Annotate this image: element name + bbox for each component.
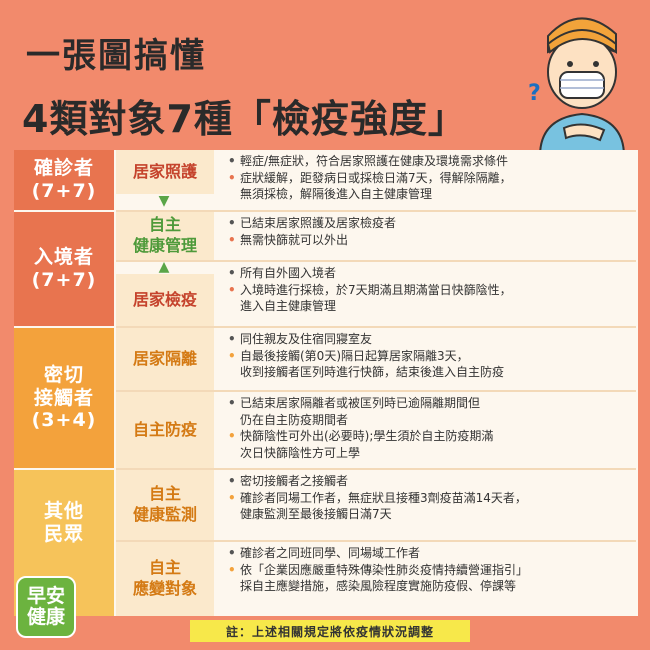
row-self-health-mgmt-label: 自主 健康管理 <box>116 212 214 260</box>
category-label: 入境者 <box>33 246 94 269</box>
bullet-text: 依「企業因應嚴重特殊傳染性肺炎疫情持續營運指引」 <box>240 562 529 577</box>
masked-person-illustration: ? <box>528 17 626 156</box>
bullet-text: 確診者同場工作者，無症狀且接種3劑疫苗滿14天者， <box>240 490 527 505</box>
divider <box>116 390 636 392</box>
category-close-contact: 密切 接觸者 (3+4) <box>14 326 114 468</box>
bullet-text: 無須採檢，解隔後進入自主健康管理 <box>240 187 433 202</box>
row-label: 健康管理 <box>132 236 197 255</box>
bullet-text: 採自主應變措施，感染風險程度實施防疫假、停課等 <box>240 579 517 594</box>
row-label: 居家照護 <box>132 161 197 181</box>
brand-logo: 早安 健康 <box>16 576 76 638</box>
category-confirmed: 確診者 (7+7) <box>14 150 114 210</box>
row-label: 自主防疫 <box>132 419 197 439</box>
header: 一張圖搞懂 4類對象7種「檢疫強度」 <box>0 0 650 150</box>
row-home-isolation-label: 居家隔離 <box>116 328 214 390</box>
row-label: 居家檢疫 <box>132 289 197 309</box>
bullet-text: 密切接觸者之接觸者 <box>240 474 349 488</box>
row-home-isolation-desc: • 同住親友及住宿同寢室友 • 自最後接觸(第0天)隔日起算居家隔離3天， 收到接觸… <box>216 328 636 390</box>
bullet-text: 次日快篩陰性方可上學 <box>240 445 361 460</box>
row-self-health-monitor-label: 自主 健康監測 <box>116 470 214 540</box>
bullet-text: 已結束居家照護及居家檢疫者 <box>240 216 397 230</box>
footer-note: 註：上述相關規定將依疫情狀況調整 <box>190 620 470 642</box>
category-label: (7+7) <box>31 269 97 291</box>
row-home-quarantine-label: 居家檢疫 <box>116 274 214 326</box>
logo-text: 健康 <box>26 606 65 628</box>
category-label: 密切 <box>43 363 84 386</box>
bullet-text: 健康監測至最後接觸日滿7天 <box>240 507 392 522</box>
category-label: (7+7) <box>31 180 97 202</box>
arrow-down-icon: ▼ <box>158 193 170 209</box>
row-self-health-monitor-desc: • 密切接觸者之接觸者 • 確診者同場工作者，無症狀且接種3劑疫苗滿14天者， 健康… <box>216 470 636 540</box>
row-self-prevention-label: 自主防疫 <box>116 392 214 468</box>
bullet-text: 快篩陰性可外出(必要時);學生須於自主防疫期滿 <box>240 429 494 444</box>
divider <box>116 540 636 542</box>
bullet-text: 收到接觸者匡列時進行快篩，結束後進入自主防疫 <box>240 365 505 380</box>
svg-text:?: ? <box>528 81 541 106</box>
bullet-text: 症狀緩解，距發病日或採檢日滿7天，得解除隔離， <box>240 170 512 185</box>
logo-text: 早安 <box>26 585 65 608</box>
bullet-text: 無需快篩就可以外出 <box>240 232 349 247</box>
bullet-text: 已結束居家隔離者或被匡列時已逾隔離期間但 <box>240 396 481 410</box>
category-label: 其他 <box>43 500 84 523</box>
category-label: 接觸者 <box>33 386 94 409</box>
quarantine-table: 確診者 (7+7) 入境者 (7+7) 密切 接觸者 (3+4) 其他 民眾 居… <box>14 150 638 616</box>
row-label: 居家隔離 <box>132 348 197 368</box>
bullet-text: 同住親友及住宿同寢室友 <box>240 332 373 346</box>
bullet-text: 自最後接觸(第0天)隔日起算居家隔離3天， <box>240 348 469 363</box>
arrow-up-icon: ▲ <box>158 259 170 275</box>
row-home-care-label: 居家照護 <box>116 150 214 194</box>
row-home-quarantine-desc: • 所有自外國入境者 • 入境時進行採檢，於7天期滿且期滿當日快篩陰性， 進入自主健… <box>216 262 636 326</box>
row-label: 健康監測 <box>132 505 197 524</box>
category-label: 確診者 <box>33 157 94 180</box>
bullet-text: 進入自主健康管理 <box>240 299 337 314</box>
row-self-response-desc: • 確診者之同班同學、同場域工作者 • 依「企業因應嚴重特殊傳染性肺炎疫情持續營運指… <box>216 542 636 616</box>
row-self-prevention-desc: • 已結束居家隔離者或被匡列時已逾隔離期間但 仍在自主防疫期間者 • 快篩陰性可外出… <box>216 392 636 468</box>
divider <box>116 210 636 212</box>
row-self-health-mgmt-desc: • 已結束居家照護及居家檢疫者 • 無需快篩就可以外出 <box>216 212 636 260</box>
bullet-text: 入境時進行採檢，於7天期滿且期滿當日快篩陰性， <box>240 282 512 297</box>
row-label: 自主 <box>148 558 181 578</box>
page-title: 一張圖搞懂 <box>26 36 206 76</box>
category-arrival: 入境者 (7+7) <box>14 210 114 326</box>
row-label: 自主 <box>148 215 181 235</box>
divider <box>116 468 636 470</box>
row-label: 應變對象 <box>132 579 197 598</box>
bullet-text: 所有自外國入境者 <box>240 266 337 280</box>
bullet-text: 仍在自主防疫期間者 <box>240 412 349 427</box>
divider <box>116 326 636 328</box>
bullet-text: 輕症/無症狀，符合居家照護在健康及環境需求條件 <box>240 154 509 168</box>
bullet-text: 確診者之同班同學、同場域工作者 <box>240 546 421 560</box>
row-home-care-desc: • 輕症/無症狀，符合居家照護在健康及環境需求條件 • 症狀緩解，距發病日或採檢日滿… <box>216 150 636 210</box>
page-subtitle: 4類對象7種「檢疫強度」 <box>22 97 467 141</box>
divider <box>116 260 636 262</box>
row-self-response-label: 自主 應變對象 <box>116 542 214 616</box>
row-label: 自主 <box>148 484 181 504</box>
category-label: (3+4) <box>31 409 97 432</box>
category-label: 民眾 <box>43 523 84 545</box>
